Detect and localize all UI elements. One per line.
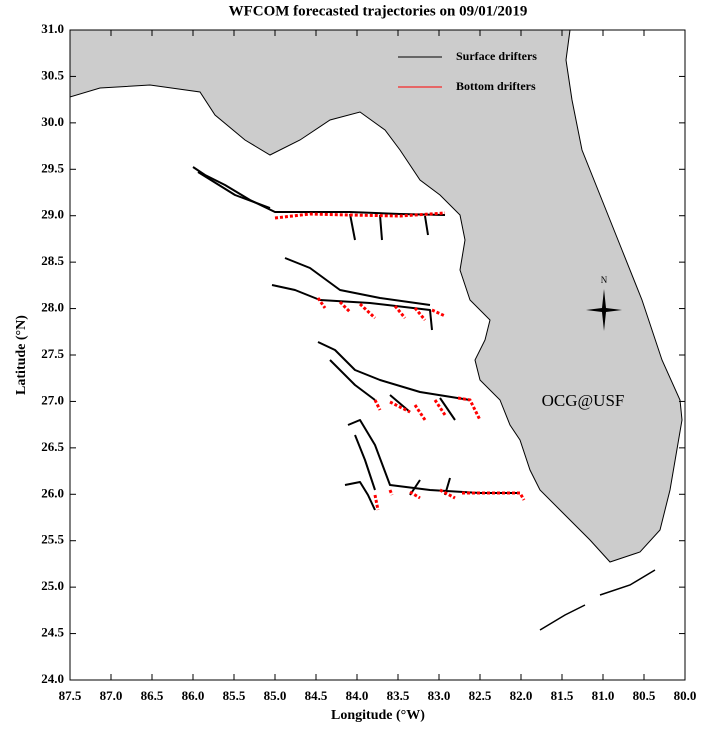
bottom-trajectories xyxy=(274,211,526,511)
land xyxy=(69,29,683,563)
watermark: OCG@USF xyxy=(542,391,625,410)
compass xyxy=(586,289,622,331)
x-tick-label: 81.0 xyxy=(592,688,615,703)
x-tick-label: 80.5 xyxy=(633,688,656,703)
y-tick-label: 30.0 xyxy=(41,114,64,129)
legend-label: Surface drifters xyxy=(456,49,537,63)
x-tick-label: 84.5 xyxy=(305,688,328,703)
x-tick-label: 85.5 xyxy=(223,688,246,703)
y-tick-label: 29.5 xyxy=(41,160,64,175)
y-tick-label: 26.5 xyxy=(41,439,64,454)
x-tick-label: 86.0 xyxy=(182,688,205,703)
x-tick-label: 81.5 xyxy=(551,688,574,703)
compass-label: N xyxy=(601,275,608,285)
y-tick-label: 24.0 xyxy=(41,671,64,686)
keys xyxy=(539,569,656,631)
y-tick-label: 28.5 xyxy=(41,253,64,268)
y-tick-label: 28.0 xyxy=(41,300,64,315)
y-tick-label: 25.0 xyxy=(41,578,64,593)
x-tick-label: 82.0 xyxy=(510,688,533,703)
x-tick-label: 87.5 xyxy=(59,688,82,703)
x-tick-label: 87.0 xyxy=(100,688,123,703)
x-tick-label: 83.0 xyxy=(428,688,451,703)
y-tick-label: 26.0 xyxy=(41,485,64,500)
y-tick-label: 24.5 xyxy=(41,625,64,640)
surface-trajectories xyxy=(192,166,520,511)
y-tick-label: 27.5 xyxy=(41,346,64,361)
y-tick-label: 25.5 xyxy=(41,532,64,547)
y-tick-label: 27.0 xyxy=(41,392,64,407)
x-tick-label: 85.0 xyxy=(264,688,287,703)
legend-label: Bottom drifters xyxy=(456,79,536,93)
y-tick-label: 31.0 xyxy=(41,21,64,36)
x-tick-label: 86.5 xyxy=(141,688,164,703)
chart-title: WFCOM forecasted trajectories on 09/01/2… xyxy=(229,3,528,19)
y-tick-label: 29.0 xyxy=(41,207,64,222)
y-tick-label: 30.5 xyxy=(41,67,64,82)
x-tick-label: 84.0 xyxy=(346,688,369,703)
x-tick-label: 80.0 xyxy=(674,688,697,703)
x-axis-label: Longitude (°W) xyxy=(331,708,425,723)
x-tick-label: 83.5 xyxy=(387,688,410,703)
y-axis-label: Latitude (°N) xyxy=(14,315,29,395)
x-tick-label: 82.5 xyxy=(469,688,492,703)
